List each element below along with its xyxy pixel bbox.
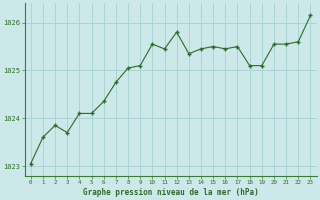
X-axis label: Graphe pression niveau de la mer (hPa): Graphe pression niveau de la mer (hPa) xyxy=(83,188,259,197)
